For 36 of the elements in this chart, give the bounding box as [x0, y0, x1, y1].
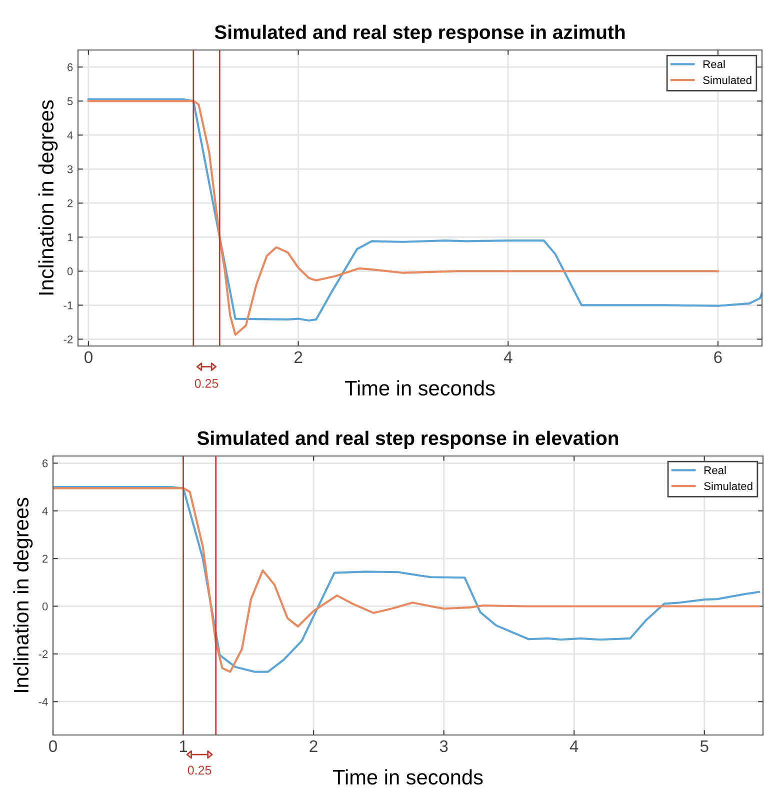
y-tick-label: 2	[68, 199, 73, 208]
x-tick-label: 2	[310, 740, 318, 752]
legend-label: Simulated	[703, 76, 752, 84]
chart-title: Simulated and real step response in azimuth	[214, 24, 625, 43]
y-tick-label: 0	[42, 602, 48, 610]
y-tick-label: 2	[42, 554, 48, 563]
legend-label: Real	[704, 466, 726, 474]
chart-title: Simulated and real step response in elevation	[197, 430, 618, 449]
y-tick-label: 6	[42, 459, 48, 468]
y-tick-label: 6	[68, 63, 73, 72]
legend-label: Real	[704, 60, 725, 68]
y-tick-label: -2	[38, 650, 48, 658]
x-tick-label: 2	[294, 351, 302, 363]
x-tick-label: 3	[440, 740, 448, 752]
text: 0.25	[194, 378, 218, 388]
x-tick-label: 4	[570, 740, 578, 752]
x-axis-title: Time in seconds	[345, 380, 495, 396]
x-tick-label: 5	[700, 740, 708, 752]
text: 0.25	[188, 766, 212, 775]
y-tick-label: 4	[42, 507, 48, 515]
y-tick-label: 0	[67, 267, 73, 276]
x-tick-label: 0	[84, 351, 92, 364]
y-tick-label: -4	[38, 698, 48, 706]
y-tick-label: 4	[67, 131, 73, 140]
x-axis-title: Time in seconds	[333, 769, 483, 785]
x-tick-label: 1	[180, 740, 188, 752]
y-tick-label: 1	[68, 234, 73, 242]
y-axis-title: Inclination in degrees	[13, 498, 33, 692]
y-axis-title: Inclination in degrees	[38, 100, 58, 295]
y-tick-label: -2	[64, 335, 73, 344]
y-tick-label: 5	[67, 97, 73, 106]
x-tick-label: 4	[504, 351, 512, 363]
x-tick-label: 6	[714, 351, 722, 364]
legend-label: Simulated	[704, 482, 752, 490]
y-tick-label: 3	[67, 165, 73, 174]
y-tick-label: -1	[64, 302, 73, 310]
